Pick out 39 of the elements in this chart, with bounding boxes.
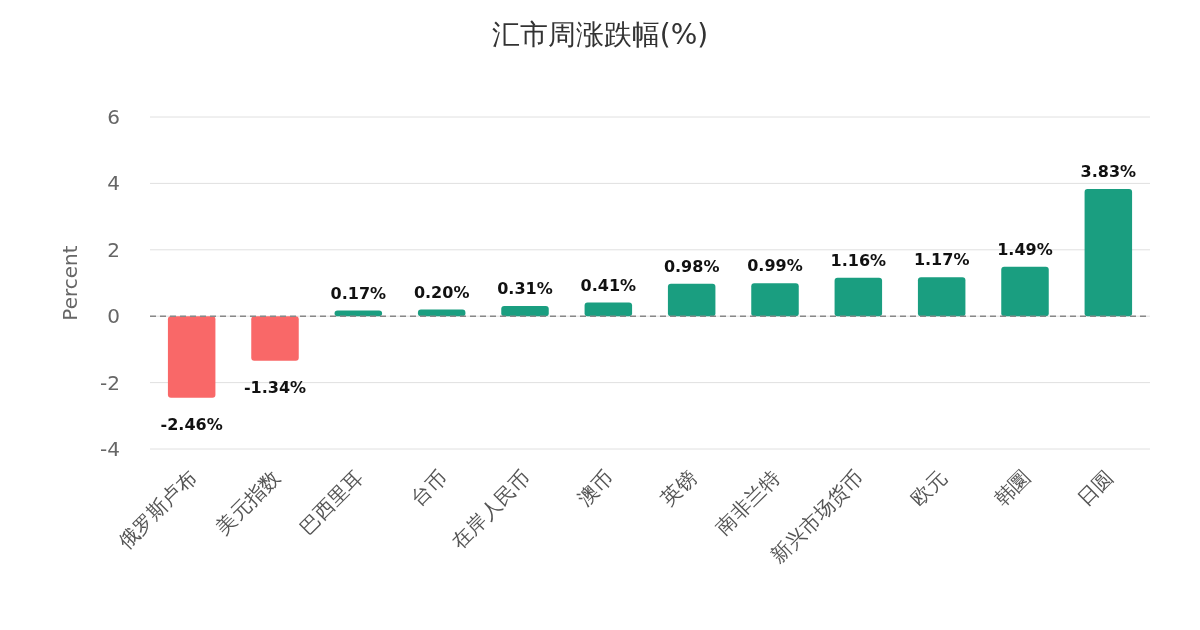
bar: [167, 316, 216, 398]
data-label: 1.17%: [913, 250, 970, 270]
data-label: 0.20%: [413, 282, 470, 302]
data-label: 1.16%: [830, 250, 887, 270]
bar: [584, 302, 633, 317]
data-label: -1.34%: [243, 377, 307, 397]
data-label: 0.41%: [580, 275, 637, 295]
chart-title: 汇市周涨跌幅(%): [491, 18, 709, 51]
x-tick-label: 英镑: [655, 465, 702, 511]
y-tick-label: 2: [107, 237, 120, 262]
x-tick-label: 澳币: [572, 465, 618, 511]
x-tick-label: 欧元: [905, 465, 952, 511]
y-tick-label: -2: [100, 370, 120, 395]
bar: [251, 316, 299, 361]
bar: [751, 283, 799, 317]
data-label: 0.31%: [497, 278, 553, 298]
data-label: 0.98%: [663, 256, 720, 276]
bar: [1084, 189, 1133, 317]
data-label: 0.17%: [330, 283, 387, 303]
x-tick-label: 美元指数: [211, 465, 285, 540]
x-tick-label: 日圆: [1072, 465, 1118, 511]
bar: [917, 277, 966, 317]
data-label: -2.46%: [160, 414, 223, 434]
x-tick-label: 韩圜: [989, 465, 1035, 511]
data-label: 1.49%: [997, 239, 1053, 259]
data-label: 0.99%: [747, 256, 803, 276]
y-tick-label: 4: [107, 171, 120, 196]
y-tick-label: -4: [100, 437, 120, 461]
x-tick-label: 南非兰特: [711, 465, 785, 540]
x-tick-label: 俄罗斯卢布: [113, 465, 202, 554]
y-axis-title: Percent: [58, 245, 82, 321]
y-tick-label: 0: [107, 304, 120, 329]
data-label: 3.83%: [1080, 162, 1137, 182]
bar: [667, 283, 716, 317]
y-tick-label: 6: [107, 105, 120, 129]
bar: [834, 277, 883, 317]
bar: [501, 305, 549, 317]
bar: [1001, 266, 1049, 317]
x-tick-label: 巴西里耳: [294, 465, 368, 540]
